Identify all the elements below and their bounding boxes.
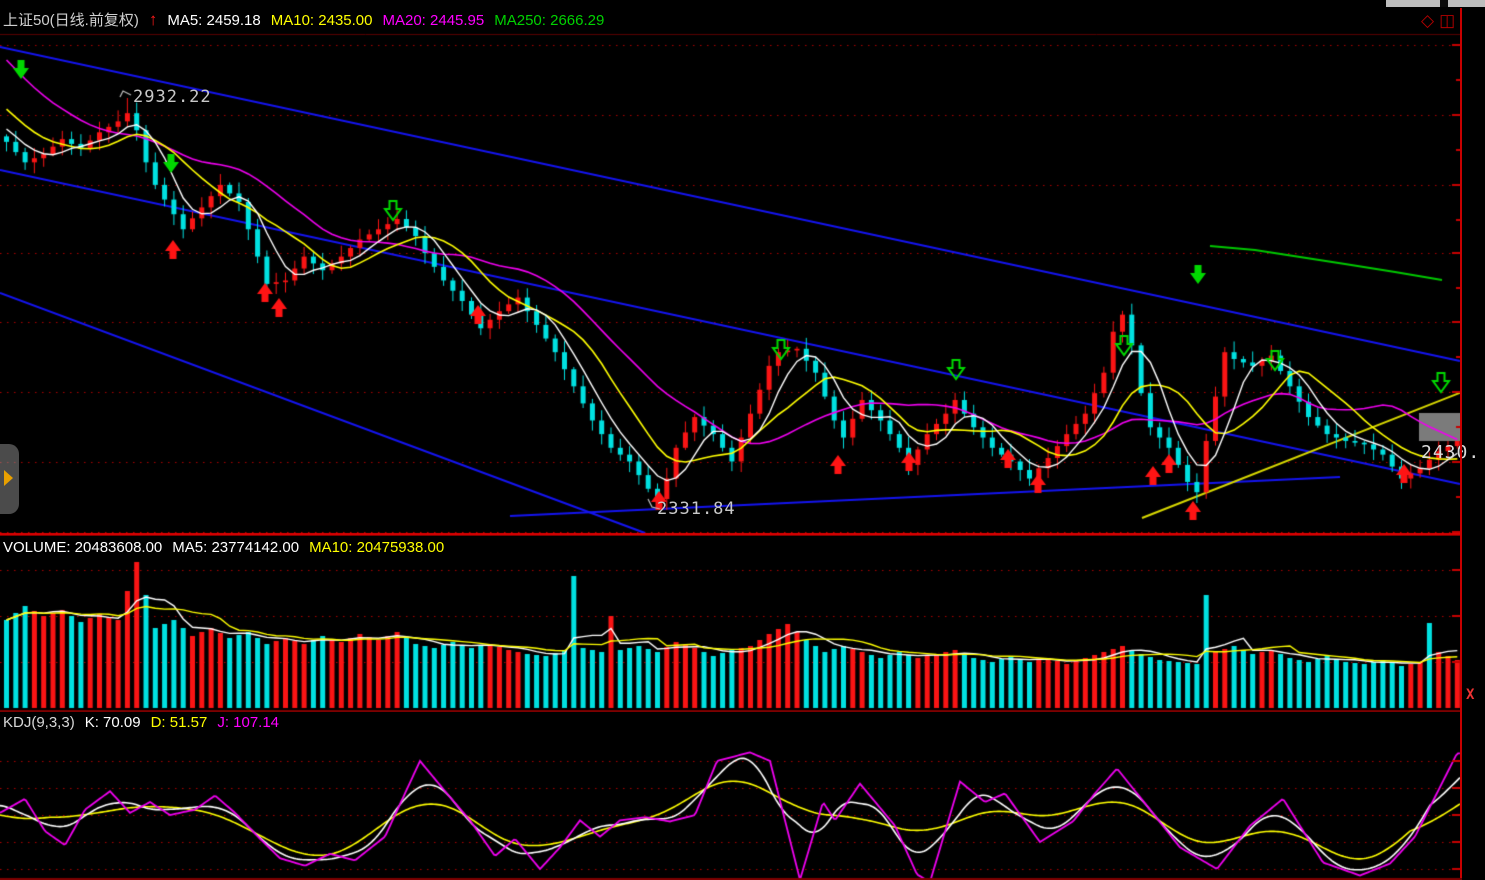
ma5-value: MA5: 2459.18 [167, 12, 261, 29]
expand-arrow-icon [4, 470, 13, 486]
volume-header: VOLUME: 20483608.00 MA5: 23774142.00 MA10:… [3, 539, 454, 556]
sidebar-expand-handle[interactable] [0, 444, 19, 514]
volume-value: VOLUME: 20483608.00 [3, 539, 163, 556]
up-arrow-icon: ↑ [148, 10, 158, 29]
ma250-value: MA250: 2666.29 [494, 12, 605, 29]
trough-price-label: 2331.84 [657, 499, 736, 519]
kdj-label: KDJ(9,3,3) [3, 714, 75, 731]
kdj-header: KDJ(9,3,3) K: 70.09 D: 51.57 J: 107.14 [3, 714, 289, 731]
peak-price-label: 2932.22 [133, 87, 212, 107]
window-tool-icons: ◇ ◫ [1421, 11, 1460, 31]
last-price-label: 2430. [1421, 442, 1481, 463]
ma20-value: MA20: 2445.95 [382, 12, 485, 29]
symbol-title: 上证50(日线.前复权) [3, 12, 139, 29]
kdj-k-value: K: 70.09 [84, 714, 141, 731]
kdj-j-value: J: 107.14 [217, 714, 280, 731]
panel-close-button[interactable]: X [1466, 687, 1475, 703]
kdj-chart[interactable] [0, 712, 1462, 880]
volume-ma5-value: MA5: 23774142.00 [172, 539, 300, 556]
scrollbar-strip[interactable] [1386, 0, 1485, 7]
price-axis [1460, 8, 1462, 878]
main-price-chart[interactable] [0, 0, 1462, 536]
split-window-icon[interactable]: ◫ [1439, 11, 1456, 30]
diamond-icon[interactable]: ◇ [1421, 11, 1435, 30]
ma10-value: MA10: 2435.00 [270, 12, 373, 29]
scrollbar-notch [1440, 0, 1448, 7]
volume-chart[interactable] [0, 536, 1462, 712]
kdj-d-value: D: 51.57 [150, 714, 208, 731]
volume-ma10-value: MA10: 20475938.00 [309, 539, 445, 556]
main-chart-header: 上证50(日线.前复权) ↑ MA5: 2459.18 MA10: 2435.00 MA… [3, 9, 614, 30]
